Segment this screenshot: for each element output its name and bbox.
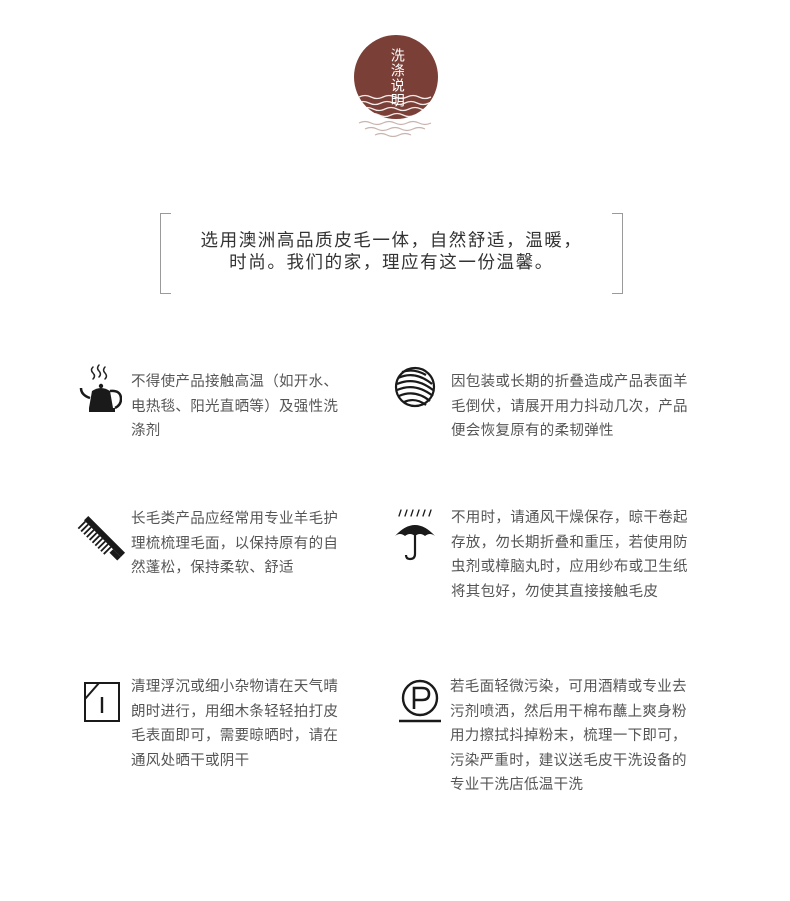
kettle-icon — [79, 364, 122, 412]
care-line: 电热毯、阳光直晒等）及强性洗 — [131, 398, 339, 415]
left-bracket — [160, 213, 171, 294]
care-line: 不得使产品接触高温（如开水、 — [131, 374, 339, 390]
care-line: 因包装或长期的折叠造成产品表面羊 — [451, 374, 688, 390]
care-line: 用力擦拭抖掉粉末，梳理一下即可， — [450, 728, 687, 744]
care-line: 涤剂 — [131, 423, 161, 439]
dry-clean-p-icon — [399, 679, 441, 723]
comb-icon — [77, 515, 126, 561]
title-badge: 洗涤说明 — [353, 35, 439, 137]
badge-title: 洗涤说明 — [388, 48, 405, 108]
care-line: 清理浮沉或细小杂物请在天气晴 — [131, 679, 339, 695]
care-line: 存放，勿长期折叠和重压，若使用防 — [451, 534, 688, 551]
care-text: 清理浮沉或细小杂物请在天气晴 朗时进行，用细木条轻轻拍打皮 毛表面即可，需要晾晒… — [131, 675, 338, 773]
care-line: 毛倒伏，请展开用力抖动几次，产品 — [451, 398, 688, 415]
care-text: 因包装或长期的折叠造成产品表面羊 毛倒伏，请展开用力抖动几次，产品 便会恢复原有… — [451, 370, 688, 444]
care-line: 污染严重时，建议送毛皮干洗设备的 — [450, 752, 687, 769]
care-text: 若毛面轻微污染，可用酒精或专业去 污剂喷洒，然后用干棉布蘸上爽身粉 用力擦拭抖掉… — [450, 675, 687, 798]
intro-quote: 选用澳洲高品质皮毛一体，自然舒适，温暖， 时尚。我们的家，理应有这一份温馨。 — [160, 213, 623, 294]
care-text: 长毛类产品应经常用专业羊毛护 理梳梳理毛面，以保持原有的自 然蓬松，保持柔软、舒… — [131, 507, 338, 581]
badge-title-wrap: 洗涤说明 — [353, 40, 439, 116]
wool-ball-icon — [394, 366, 436, 408]
care-line: 专业干洗店低温干洗 — [450, 777, 584, 793]
care-line: 毛表面即可，需要晾晒时，请在 — [131, 728, 339, 744]
intro-line-1: 选用澳洲高品质皮毛一体，自然舒适，温暖， — [200, 231, 583, 251]
line-dry-icon — [84, 682, 120, 722]
care-line: 将其包好，勿使其直接接触毛皮 — [451, 583, 659, 600]
right-bracket — [612, 213, 623, 294]
care-text: 不得使产品接触高温（如开水、 电热毯、阳光直晒等）及强性洗 涤剂 — [131, 370, 338, 444]
umbrella-icon — [395, 509, 435, 561]
wave-decoration-icon — [356, 94, 439, 137]
intro-text: 选用澳洲高品质皮毛一体，自然舒适，温暖， 时尚。我们的家，理应有这一份温馨。 — [168, 230, 615, 274]
care-line: 若毛面轻微污染，可用酒精或专业去 — [450, 679, 687, 695]
care-line: 然蓬松，保持柔软、舒适 — [131, 560, 294, 576]
intro-line-2: 时尚。我们的家，理应有这一份温馨。 — [229, 253, 554, 273]
care-line: 朗时进行，用细木条轻轻拍打皮 — [131, 703, 339, 720]
care-line: 虫剂或樟脑丸时，应用纱布或卫生纸 — [451, 559, 688, 575]
care-line: 便会恢复原有的柔韧弹性 — [451, 423, 614, 439]
care-line: 污剂喷洒，然后用干棉布蘸上爽身粉 — [450, 703, 687, 720]
care-line: 通风处晒干或阴干 — [131, 752, 250, 769]
care-line: 长毛类产品应经常用专业羊毛护 — [131, 511, 339, 527]
care-line: 理梳梳理毛面，以保持原有的自 — [131, 535, 339, 552]
care-line: 不用时，请通风干燥保存，晾干卷起 — [451, 510, 688, 526]
care-text: 不用时，请通风干燥保存，晾干卷起 存放，勿长期折叠和重压，若使用防 虫剂或樟脑丸… — [451, 506, 688, 604]
